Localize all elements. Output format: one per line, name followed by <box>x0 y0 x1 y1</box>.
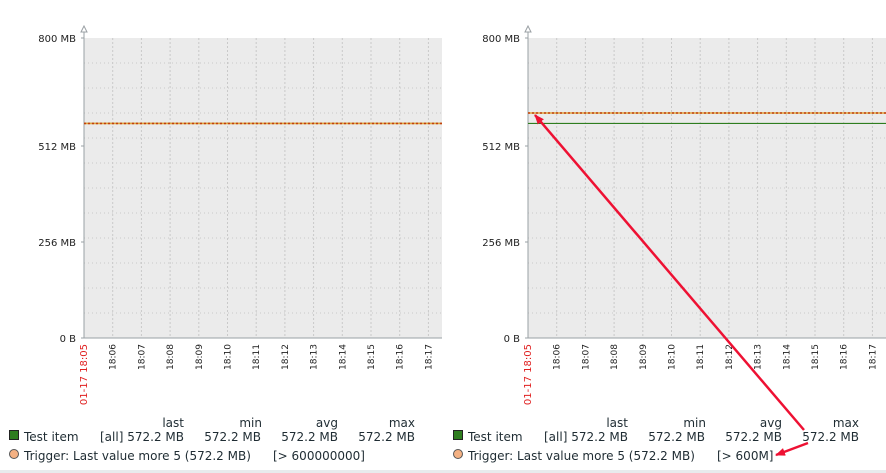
x-tick-label: 18:16 <box>396 344 406 370</box>
x-start-label: 01-17 18:05 <box>79 344 90 405</box>
x-tick-label: 18:15 <box>811 344 821 370</box>
legend-header-avg: avg <box>315 416 338 430</box>
y-tick-label: 512 MB <box>38 142 76 153</box>
y-tick-label: 256 MB <box>482 238 520 249</box>
legend-item-func: [all] <box>544 430 568 444</box>
y-tick-label: 800 MB <box>38 34 76 45</box>
item-color-swatch <box>9 430 19 440</box>
legend-item-min: 572.2 MB <box>204 430 261 444</box>
x-tick-label: 18:08 <box>610 344 620 370</box>
x-start-label: 01-17 18:05 <box>523 344 534 405</box>
x-tick-label: 18:12 <box>725 344 735 370</box>
y-tick-label: 512 MB <box>482 142 520 153</box>
x-tick-label: 18:06 <box>109 344 119 370</box>
x-tick-label: 18:13 <box>310 344 320 370</box>
x-tick-label: 18:07 <box>137 344 147 370</box>
y-tick-label: 0 B <box>60 334 77 345</box>
x-tick-label: 18:16 <box>840 344 850 370</box>
plot-area <box>84 38 442 338</box>
bottom-divider <box>0 470 886 473</box>
x-tick-label: 18:10 <box>668 344 678 370</box>
legend-header-min: min <box>239 416 262 430</box>
legend-item-name: Test item <box>24 430 79 444</box>
graph-panel-left: 18:06 18:07 18:08 18:09 18:10 18:11 18:12 18:13… <box>0 0 443 470</box>
legend-item-last: 572.2 MB <box>571 430 628 444</box>
x-tick-label: 18:12 <box>281 344 291 370</box>
y-tick-label: 256 MB <box>38 238 76 249</box>
graph-panel-right: 18:06 18:07 18:08 18:09 18:10 18:11 18:12 18:13… <box>444 0 886 470</box>
legend-item-min: 572.2 MB <box>648 430 705 444</box>
trigger-color-swatch <box>453 449 463 459</box>
legend-header-max: max <box>832 416 859 430</box>
chart-left: 18:06 18:07 18:08 18:09 18:10 18:11 18:12 18:13… <box>38 24 442 405</box>
legend-item-avg: 572.2 MB <box>725 430 782 444</box>
x-tick-label: 18:11 <box>696 344 706 370</box>
x-tick-label: 18:07 <box>581 344 591 370</box>
x-tick-label: 18:15 <box>367 344 377 370</box>
x-tick-label: 18:11 <box>252 344 262 370</box>
legend-trigger-threshold: [> 600M] <box>717 449 774 463</box>
legend-item-max: 572.2 MB <box>358 430 415 444</box>
legend-item-avg: 572.2 MB <box>281 430 338 444</box>
y-axis-arrow <box>524 24 532 33</box>
legend-header-last: last <box>606 416 628 430</box>
legend-item-func: [all] <box>100 430 124 444</box>
legend-header-avg: avg <box>759 416 782 430</box>
item-color-swatch <box>453 430 463 440</box>
x-tick-label: 18:13 <box>754 344 764 370</box>
legend-trigger-text: Trigger: Last value more 5 (572.2 MB) <box>468 449 695 463</box>
legend-trigger-threshold: [> 600000000] <box>273 449 365 463</box>
x-tick-label: 18:06 <box>553 344 563 370</box>
x-tick-label: 18:09 <box>195 344 205 370</box>
y-tick-label: 0 B <box>504 334 521 345</box>
legend-header-max: max <box>388 416 415 430</box>
x-tick-label: 18:10 <box>224 344 234 370</box>
chart-right: 18:06 18:07 18:08 18:09 18:10 18:11 18:12 18:13… <box>482 24 886 405</box>
legend-trigger-text: Trigger: Last value more 5 (572.2 MB) <box>24 449 251 463</box>
x-tick-label: 18:14 <box>338 344 348 370</box>
legend-header-min: min <box>683 416 706 430</box>
x-tick-label: 18:17 <box>424 344 434 370</box>
trigger-color-swatch <box>9 449 19 459</box>
x-tick-label: 18:08 <box>166 344 176 370</box>
x-tick-label: 18:14 <box>782 344 792 370</box>
x-tick-label: 18:17 <box>868 344 878 370</box>
y-axis-arrow <box>80 24 88 33</box>
y-tick-label: 800 MB <box>482 34 520 45</box>
legend-item-max: 572.2 MB <box>802 430 859 444</box>
legend-item-name: Test item <box>468 430 523 444</box>
x-tick-label: 18:09 <box>639 344 649 370</box>
legend-item-last: 572.2 MB <box>127 430 184 444</box>
legend-header-last: last <box>162 416 184 430</box>
